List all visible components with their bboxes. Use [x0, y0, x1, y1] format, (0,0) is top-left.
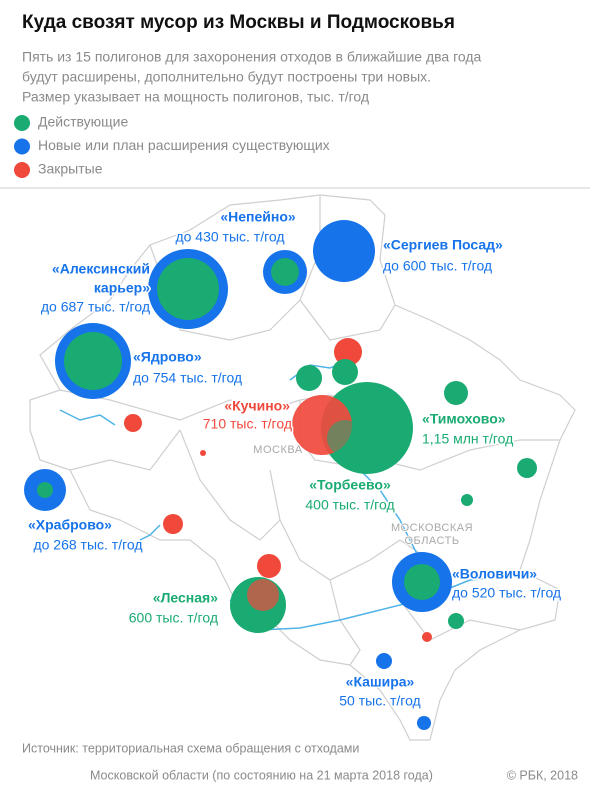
- landfill-active: [404, 564, 440, 600]
- landfill-closed: [200, 450, 206, 456]
- landfill-closed: [163, 514, 183, 534]
- place-name: «Алексинский: [52, 261, 150, 277]
- place-capacity: 1,15 млн т/год: [422, 431, 513, 447]
- place-labels: «Непейно» до 430 тыс. т/год «Сергиев Посад…: [27, 207, 563, 710]
- place-capacity: до 754 тыс. т/год: [133, 370, 242, 386]
- landfill-active: [157, 258, 219, 320]
- city-label: МОСКВА: [253, 444, 303, 456]
- place-capacity: до 520 тыс. т/год: [452, 585, 561, 601]
- region-label: ОБЛАСТЬ: [404, 535, 459, 547]
- landfill-closed: [124, 414, 142, 432]
- landfill-active: [517, 458, 537, 478]
- place-capacity: до 687 тыс. т/год: [41, 299, 150, 315]
- district-border: [329, 579, 361, 666]
- place-name: «Торбеево»: [309, 477, 391, 493]
- landfill-active: [332, 359, 358, 385]
- credit: © РБК, 2018: [507, 768, 578, 782]
- place-capacity: 600 тыс. т/год: [129, 610, 218, 626]
- source: Источник: территориальная схема обращени…: [22, 741, 359, 755]
- place-name: «Воловичи»: [452, 566, 537, 582]
- landfill-active: [461, 494, 473, 506]
- landfill-active: [296, 365, 322, 391]
- place-capacity: до 430 тыс. т/год: [175, 229, 284, 245]
- legend-label: Новые или план расширения существующих: [38, 137, 330, 153]
- landfill-active: [37, 482, 53, 498]
- landfill-active: [444, 381, 468, 405]
- legend: Действующие Новые или план расширения сущ…: [14, 114, 330, 178]
- district-border: [379, 439, 560, 471]
- place-name: «Тимохово»: [422, 411, 506, 427]
- landfill-closed: [257, 554, 281, 578]
- place-capacity: до 268 тыс. т/год: [33, 537, 142, 553]
- district-border: [59, 389, 301, 421]
- place-capacity: 50 тыс. т/год: [339, 693, 420, 709]
- landfill-new: [313, 220, 375, 282]
- landfills: [24, 220, 537, 730]
- legend-label: Закрытые: [38, 161, 103, 177]
- landfill-active: [327, 420, 363, 456]
- place-name: «Храброво»: [28, 517, 112, 533]
- district-border: [399, 599, 521, 641]
- title: Куда свозят мусор из Москвы и Подмосковь…: [22, 12, 455, 33]
- landfill-closed: [247, 579, 279, 611]
- place-name: «Ядрово»: [133, 349, 202, 365]
- subtitle: Размер указывает на мощность полигонов, …: [22, 89, 369, 105]
- district-border: [179, 429, 281, 541]
- place-name: «Кашира»: [346, 674, 415, 690]
- landfill-active: [64, 332, 122, 390]
- place-capacity: 400 тыс. т/год: [305, 497, 394, 513]
- place-name: «Кучино»: [224, 398, 290, 414]
- region-label: МОСКОВСКАЯ: [391, 522, 473, 534]
- legend-swatch: [14, 162, 30, 178]
- place-name: «Сергиев Посад»: [383, 237, 503, 253]
- landfill-closed: [422, 632, 432, 642]
- landfill-closed: [334, 338, 362, 366]
- region-border: [29, 194, 576, 741]
- legend-label: Действующие: [38, 114, 128, 130]
- subtitle: будут расширены, дополнительно будут пос…: [22, 69, 431, 85]
- place-capacity: 710 тыс. т/год: [203, 416, 292, 432]
- source: Московской области (по состоянию на 21 м…: [90, 768, 433, 782]
- legend-swatch: [14, 115, 30, 131]
- place-name: «Непейно»: [220, 209, 296, 225]
- legend-swatch: [14, 138, 30, 155]
- landfill-new: [376, 653, 392, 669]
- place-name: карьер»: [94, 280, 150, 296]
- district-border: [69, 429, 181, 471]
- river: [139, 524, 161, 541]
- subtitle: Пять из 15 полигонов для захоронения отх…: [22, 49, 482, 65]
- place-name: «Лесная»: [153, 590, 218, 606]
- district-border: [299, 299, 396, 341]
- place-capacity: до 600 тыс. т/год: [383, 258, 492, 274]
- landfill-active: [271, 258, 299, 286]
- landfill-active: [448, 613, 464, 629]
- landfill-new: [417, 716, 431, 730]
- river: [59, 409, 116, 426]
